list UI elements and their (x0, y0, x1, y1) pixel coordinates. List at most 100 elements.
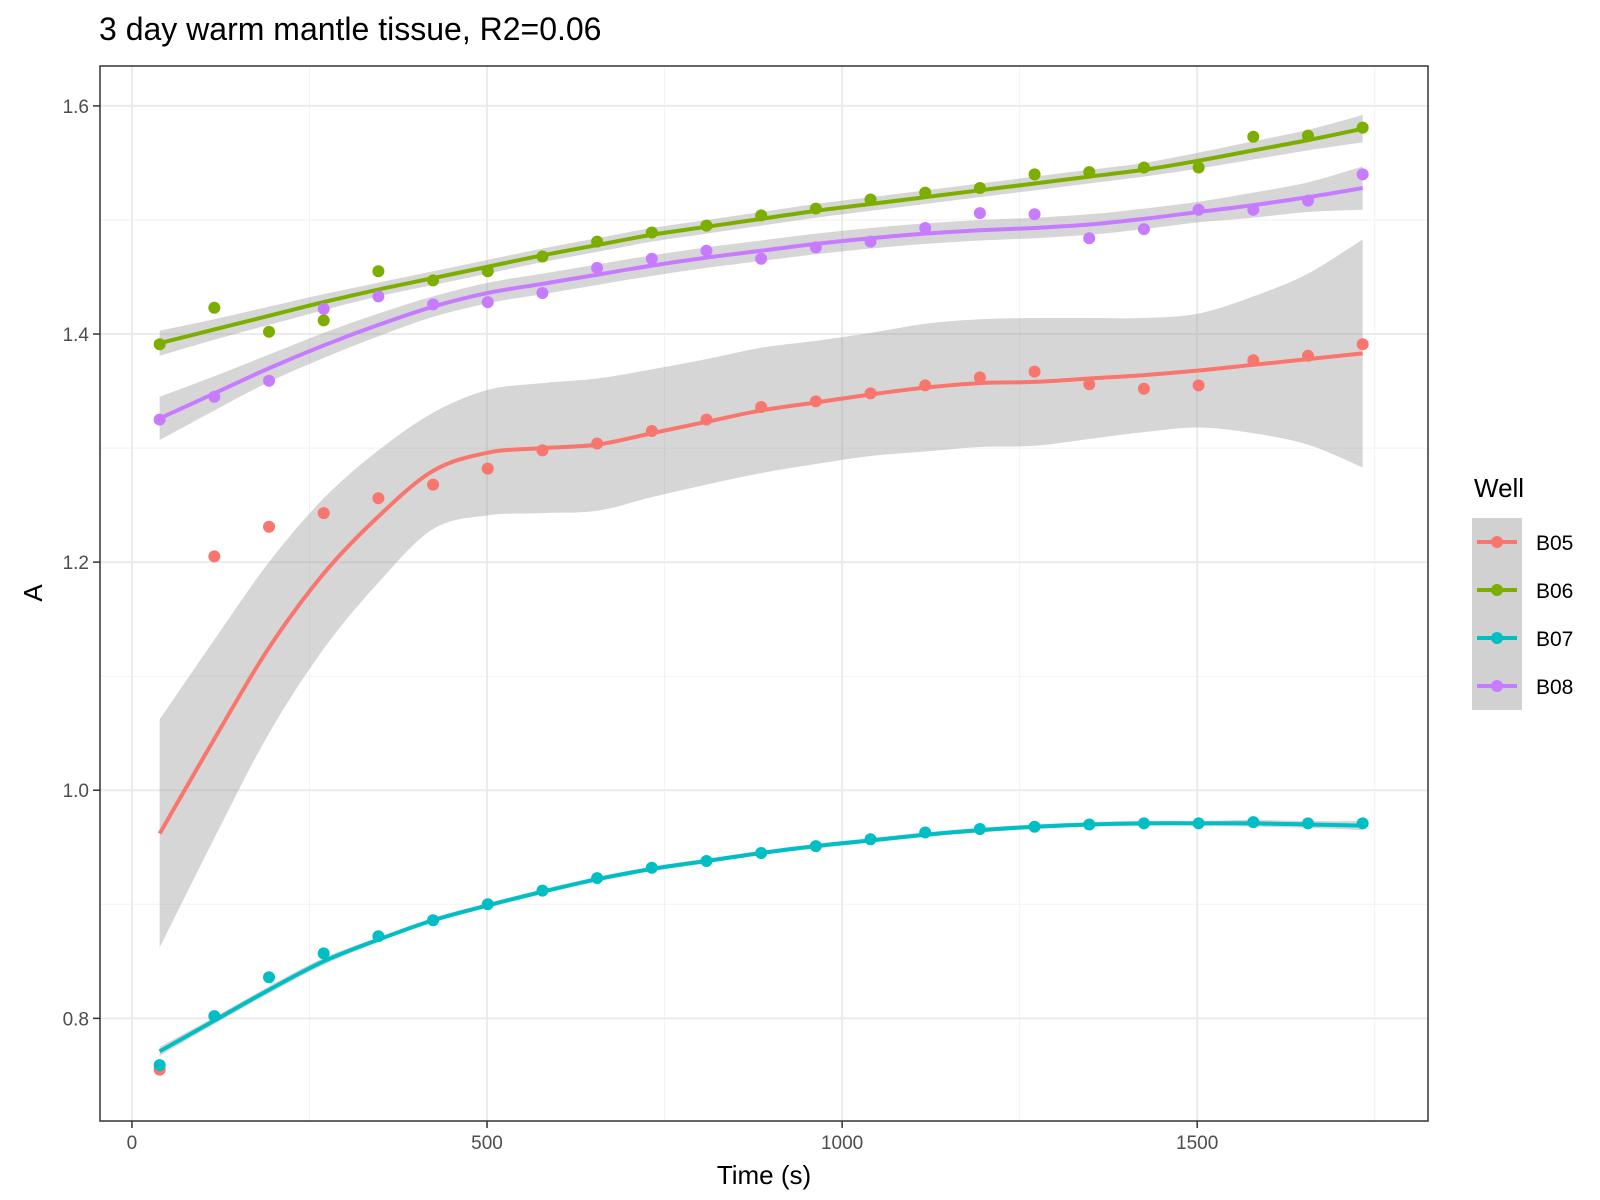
data-point-b07 (208, 1010, 221, 1023)
data-point-b07 (919, 826, 932, 839)
data-point-b08 (1028, 208, 1041, 221)
data-point-b07 (1356, 817, 1369, 830)
y-tick-label: 1.6 (63, 97, 89, 118)
data-point-b07 (809, 840, 822, 853)
data-point-b07 (263, 971, 276, 984)
smooth-line-b08 (158, 186, 1363, 421)
legend: Well B05 B06 B07 B08 (1472, 473, 1573, 710)
data-point-b08 (372, 290, 385, 303)
data-point-b08 (536, 286, 549, 299)
legend-key-point-b08 (1491, 680, 1503, 692)
data-point-b06 (263, 325, 276, 338)
data-point-b06 (645, 226, 658, 239)
data-point-b05 (1192, 379, 1205, 392)
x-tick-label: 0 (127, 1133, 138, 1154)
data-point-b06 (591, 235, 604, 248)
data-point-b05 (481, 462, 494, 475)
data-point-b07 (1028, 820, 1041, 833)
data-point-b07 (973, 823, 986, 836)
data-point-b06 (755, 209, 768, 222)
data-point-b05 (372, 492, 385, 505)
data-point-b06 (919, 186, 932, 199)
data-point-b05 (1083, 378, 1096, 391)
data-points (153, 121, 1369, 1076)
data-point-b05 (1137, 382, 1150, 395)
data-point-b08 (919, 221, 932, 234)
data-point-b06 (809, 202, 822, 215)
data-point-b08 (645, 252, 658, 265)
x-tick-label: 1000 (821, 1133, 863, 1154)
legend-label-b08: B08 (1536, 676, 1573, 699)
data-point-b08 (208, 390, 221, 403)
data-point-b08 (1192, 203, 1205, 216)
data-point-b08 (1301, 194, 1314, 207)
legend-label-b07: B07 (1536, 628, 1573, 651)
data-point-b05 (536, 444, 549, 457)
confidence-band-b06 (159, 115, 1363, 356)
data-point-b07 (1192, 817, 1205, 830)
y-tick-label: 0.8 (63, 1009, 89, 1030)
data-point-b07 (645, 861, 658, 874)
data-point-b08 (1137, 223, 1150, 236)
data-point-b08 (481, 296, 494, 309)
legend-label-b06: B06 (1536, 580, 1573, 603)
data-point-b08 (153, 413, 166, 426)
x-axis: 0 500 1000 1500 (127, 1121, 1218, 1154)
data-point-b08 (864, 235, 877, 248)
data-point-b07 (864, 833, 877, 846)
data-point-b07 (700, 854, 713, 867)
grid-major (100, 66, 1428, 1121)
data-point-b06 (1301, 129, 1314, 142)
data-point-b05 (973, 371, 986, 384)
data-point-b05 (208, 550, 221, 563)
data-point-b08 (700, 244, 713, 257)
data-point-b08 (755, 252, 768, 265)
data-point-b07 (427, 914, 440, 927)
y-axis-title: A (18, 584, 48, 602)
data-point-b07 (1301, 817, 1314, 830)
data-point-b05 (700, 413, 713, 426)
data-point-b06 (1028, 168, 1041, 181)
legend-key-point-b05 (1491, 536, 1503, 548)
x-axis-title: Time (s) (717, 1160, 811, 1190)
data-point-b08 (591, 261, 604, 274)
confidence-band-b05 (159, 239, 1363, 948)
data-point-b05 (864, 387, 877, 400)
data-point-b07 (372, 930, 385, 943)
chart-title: 3 day warm mantle tissue, R2=0.06 (99, 11, 601, 47)
data-point-b05 (755, 401, 768, 414)
data-point-b08 (1356, 168, 1369, 181)
data-point-b05 (427, 478, 440, 491)
y-tick-label: 1.4 (63, 325, 90, 346)
data-point-b08 (317, 302, 330, 315)
x-tick-label: 1500 (1176, 1133, 1218, 1154)
data-point-b06 (427, 274, 440, 287)
data-point-b06 (864, 193, 877, 206)
x-tick-label: 500 (471, 1133, 503, 1154)
data-point-b07 (1247, 816, 1260, 829)
data-point-b07 (317, 947, 330, 960)
legend-title: Well (1474, 473, 1524, 503)
data-point-b07 (755, 846, 768, 859)
legend-key-point-b06 (1491, 584, 1503, 596)
confidence-band-b08 (159, 166, 1363, 441)
data-point-b08 (809, 241, 822, 254)
data-point-b08 (263, 374, 276, 387)
data-point-b06 (1247, 130, 1260, 143)
data-point-b07 (1083, 818, 1096, 831)
y-tick-label: 1.2 (63, 553, 89, 574)
data-point-b06 (700, 219, 713, 232)
data-point-b05 (1301, 349, 1314, 362)
plot-panel (100, 66, 1428, 1121)
data-point-b07 (591, 872, 604, 885)
data-point-b07 (536, 884, 549, 897)
data-point-b06 (536, 250, 549, 263)
smooth-line-b05 (157, 351, 1363, 835)
data-point-b07 (481, 898, 494, 911)
data-point-b07 (153, 1059, 166, 1072)
data-point-b07 (1137, 817, 1150, 830)
data-point-b08 (427, 298, 440, 311)
y-axis: 0.8 1.0 1.2 1.4 1.6 (63, 97, 100, 1030)
data-point-b05 (1028, 365, 1041, 378)
